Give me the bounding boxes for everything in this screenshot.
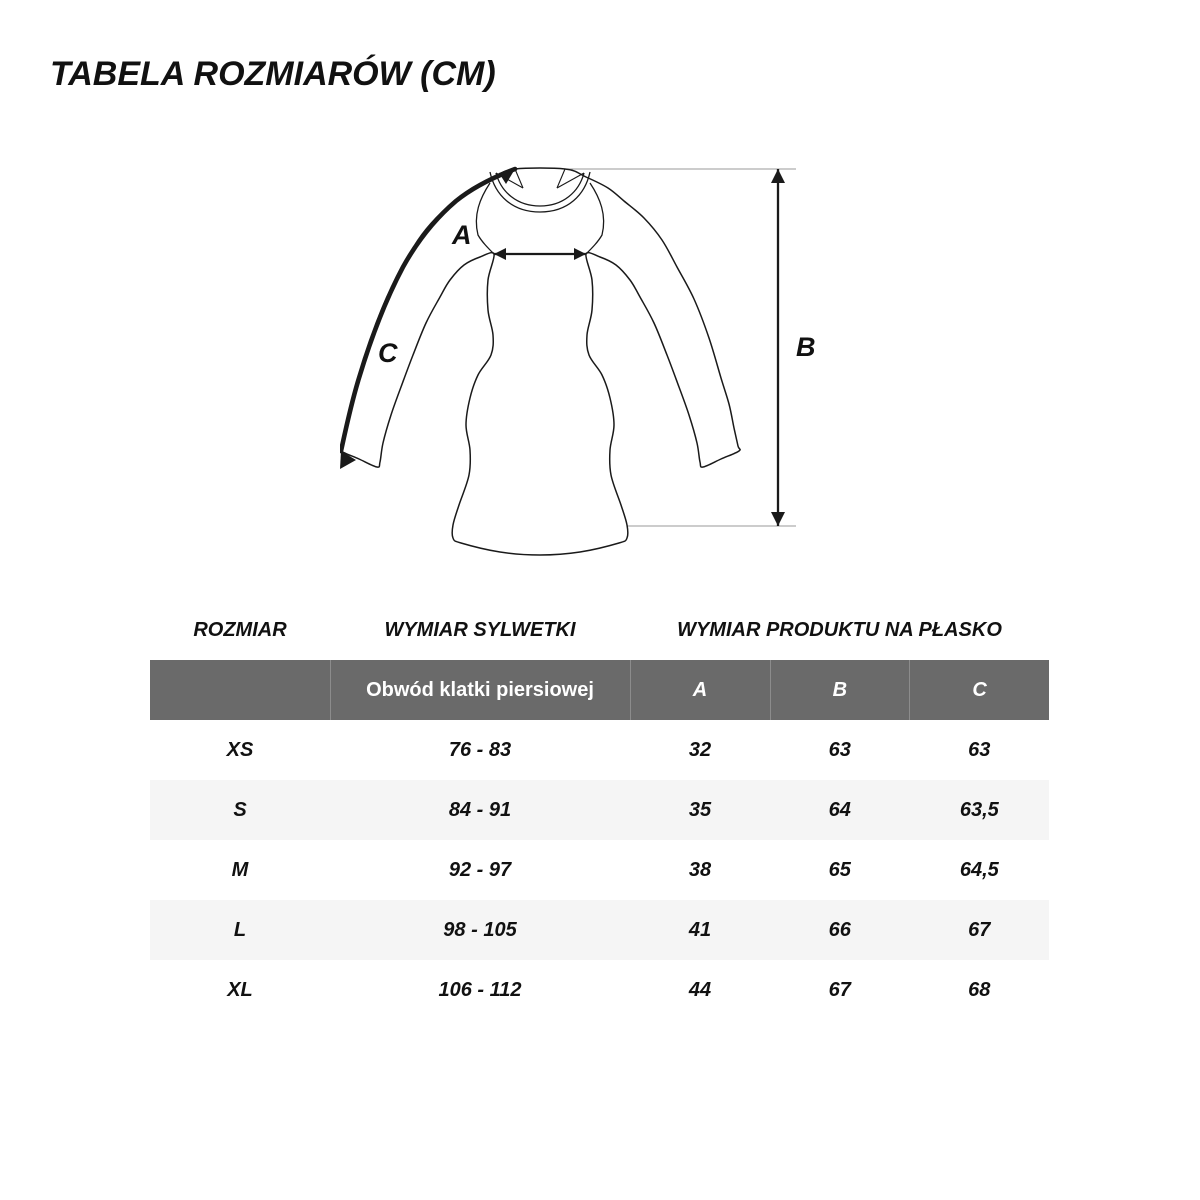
svg-text:A: A [451,220,472,250]
svg-text:C: C [378,338,398,368]
svg-text:B: B [796,332,816,362]
